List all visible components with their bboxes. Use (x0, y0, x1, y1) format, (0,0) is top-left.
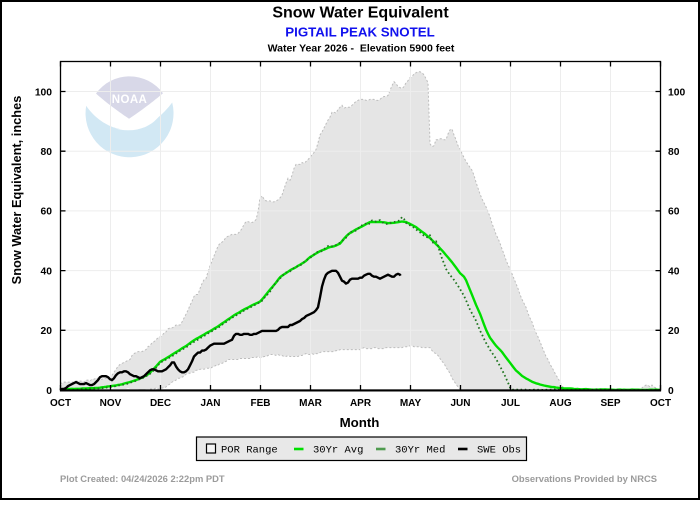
svg-text:POR Range: POR Range (221, 445, 278, 457)
svg-text:Snow Water Equivalent: Snow Water Equivalent (272, 5, 449, 22)
svg-text:SEP: SEP (600, 398, 620, 409)
svg-text:20: 20 (41, 326, 53, 337)
svg-text:60: 60 (668, 207, 680, 218)
svg-text:100: 100 (35, 87, 52, 98)
svg-text:Month: Month (340, 415, 380, 430)
svg-text:NOV: NOV (100, 398, 122, 409)
svg-text:MAY: MAY (400, 398, 422, 409)
svg-text:Observations Provided by NRCS: Observations Provided by NRCS (512, 473, 657, 484)
svg-text:NOAA: NOAA (112, 94, 147, 106)
svg-text:AUG: AUG (549, 398, 571, 409)
svg-text:OCT: OCT (50, 398, 71, 409)
svg-text:30Yr Avg: 30Yr Avg (313, 445, 363, 457)
svg-text:0: 0 (46, 386, 52, 397)
svg-text:JUN: JUN (450, 398, 470, 409)
svg-text:PIGTAIL PEAK SNOTEL: PIGTAIL PEAK SNOTEL (285, 25, 434, 40)
svg-text:Plot Created: 04/24/2026 2:22p: Plot Created: 04/24/2026 2:22pm PDT (60, 473, 225, 484)
svg-text:0: 0 (668, 386, 674, 397)
svg-text:30Yr Med: 30Yr Med (395, 445, 445, 457)
svg-text:80: 80 (668, 147, 680, 158)
svg-text:100: 100 (668, 87, 685, 98)
svg-text:MAR: MAR (299, 398, 323, 409)
svg-text:20: 20 (668, 326, 680, 337)
svg-text:JAN: JAN (200, 398, 220, 409)
svg-text:SWE Obs: SWE Obs (477, 445, 521, 457)
svg-text:FEB: FEB (251, 398, 271, 409)
svg-text:JUL: JUL (501, 398, 520, 409)
svg-text:DEC: DEC (150, 398, 171, 409)
svg-text:Snow Water Equivalent, inches: Snow Water Equivalent, inches (9, 96, 24, 285)
svg-text:Water Year 2026 - Elevation 5: Water Year 2026 - Elevation 5900 feet (268, 43, 455, 55)
svg-text:60: 60 (41, 207, 53, 218)
svg-text:APR: APR (350, 398, 372, 409)
svg-text:80: 80 (41, 147, 53, 158)
svg-text:40: 40 (41, 266, 53, 277)
svg-text:40: 40 (668, 266, 680, 277)
svg-text:OCT: OCT (650, 398, 671, 409)
